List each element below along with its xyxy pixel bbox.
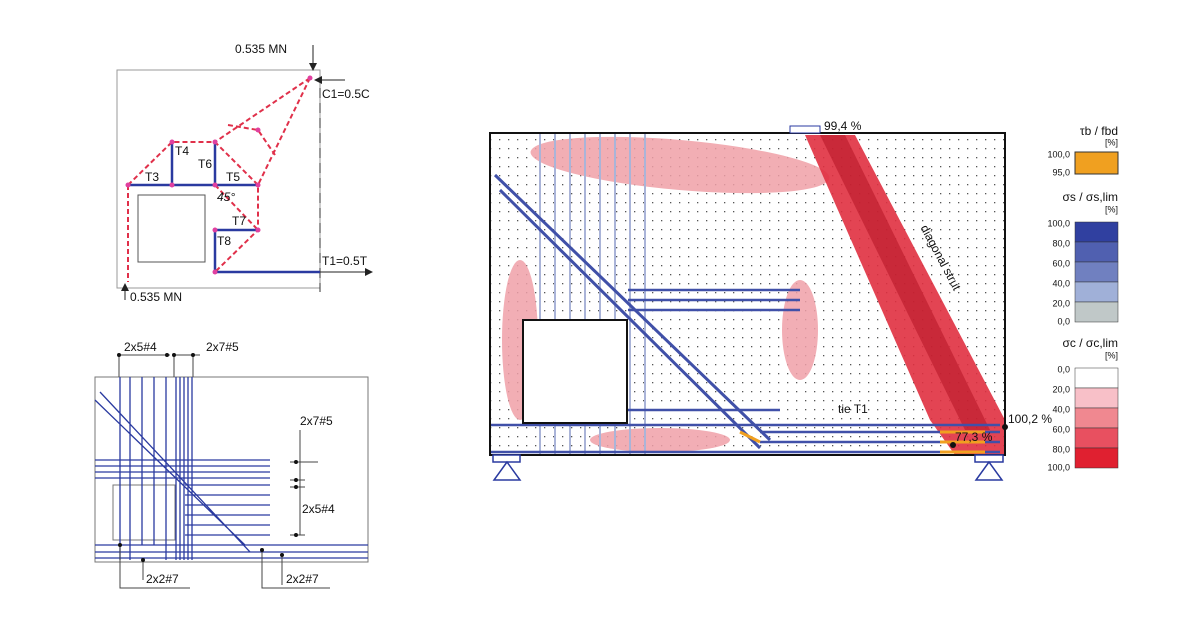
legend-title: σs / σs,lim — [1063, 190, 1118, 204]
point — [950, 442, 956, 448]
legend: τb / fbd [%] 100,0 95,0 σs / σs,lim [%] … — [1047, 124, 1119, 472]
panel-border — [489, 132, 1006, 456]
compression-label: C1=0.5C — [322, 87, 370, 101]
legend-swatch — [1074, 151, 1119, 175]
legend-scale — [1074, 221, 1119, 323]
bond-zones — [739, 430, 985, 454]
legend-level: 0,0 — [1057, 364, 1070, 374]
tie-label: T4 — [175, 144, 189, 158]
opening — [137, 194, 206, 263]
rebars — [94, 377, 368, 560]
legend-title: σc / σc,lim — [1063, 336, 1118, 350]
point — [1002, 424, 1008, 430]
value-label: 100,2 % — [1008, 412, 1052, 426]
rebar-label: 2x2#7 — [146, 572, 179, 586]
legend-level: 60,0 — [1052, 258, 1070, 268]
legend-unit: [%] — [1105, 137, 1118, 147]
legend-level: 40,0 — [1052, 404, 1070, 414]
rebar-label: 2x7#5 — [300, 414, 333, 428]
rebar-label: 2x5#4 — [302, 502, 335, 516]
diagonal-strut-core — [820, 135, 990, 430]
legend-level: 100,0 — [1047, 218, 1070, 228]
supports — [492, 454, 1004, 481]
legend-unit: [%] — [1105, 204, 1118, 214]
struts — [127, 77, 311, 282]
legend-level: 95,0 — [1052, 167, 1070, 177]
legend-unit: [%] — [1105, 350, 1118, 360]
stirrups — [539, 133, 646, 455]
opening — [522, 319, 628, 424]
tie-bars — [490, 288, 1000, 454]
legend-level: 80,0 — [1052, 238, 1070, 248]
reinforcement-layout: 2x5#4 2x7#5 2x7#5 2x5#4 2x2#7 2x2#7 — [94, 340, 369, 589]
ties — [128, 142, 320, 274]
diagonal-bars — [493, 173, 772, 450]
legend-level: 0,0 — [1057, 316, 1070, 326]
fe-result: 99,4 % diagonal strut tie T1 100,2 % 77,… — [489, 119, 1052, 481]
leader-dots — [117, 353, 298, 562]
tension-label: T1=0.5T — [322, 254, 368, 268]
legend-level: 80,0 — [1052, 444, 1070, 454]
legend-level: 60,0 — [1052, 424, 1070, 434]
tie-label: T3 — [145, 170, 159, 184]
rebar-label: 2x7#5 — [206, 340, 239, 354]
legend-level: 100,0 — [1047, 462, 1070, 472]
tie-label: tie T1 — [838, 402, 868, 416]
tie-label: T7 — [232, 214, 246, 228]
wall-outline — [94, 376, 369, 563]
legend-title: τb / fbd — [1080, 124, 1118, 138]
rebar-label: 2x2#7 — [286, 572, 319, 586]
reaction-label: 0.535 MN — [130, 290, 182, 304]
legend-level: 20,0 — [1052, 384, 1070, 394]
value-label: 77,3 % — [955, 430, 993, 444]
value-label: 99,4 % — [824, 119, 862, 133]
opening — [112, 484, 176, 541]
strut-tie-model: 0.535 MN C1=0.5C T3 T4 T6 T5 T7 T8 45° T… — [116, 42, 373, 304]
legend-level: 100,0 — [1047, 149, 1070, 159]
tie-label: T6 — [198, 157, 212, 171]
tie-label: T8 — [217, 234, 231, 248]
rebar-label: 2x5#4 — [124, 340, 157, 354]
legend-level: 40,0 — [1052, 278, 1070, 288]
legend-level: 20,0 — [1052, 298, 1070, 308]
load-plate — [789, 125, 821, 134]
nodes — [125, 75, 313, 275]
legend-scale — [1074, 367, 1119, 469]
angle-label: 45° — [217, 190, 235, 204]
tie-label: T5 — [226, 170, 240, 184]
load-label: 0.535 MN — [235, 42, 287, 56]
